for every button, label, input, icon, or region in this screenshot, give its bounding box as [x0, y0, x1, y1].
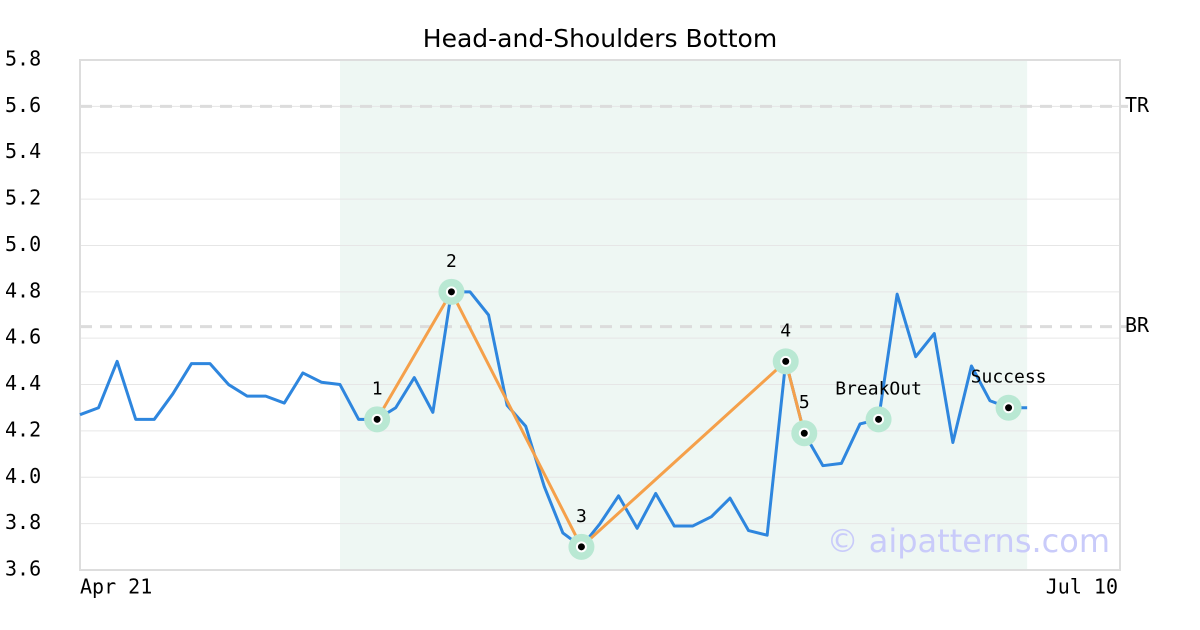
y-tick-label: 3.6 [5, 557, 41, 581]
y-tick-label: 5.2 [5, 186, 41, 210]
y-tick-label: 4.4 [5, 371, 41, 395]
marker [873, 413, 885, 425]
x-tick-label: Jul 10 [1046, 575, 1118, 599]
chart-title: Head-and-Shoulders Bottom [423, 24, 777, 53]
marker [575, 541, 587, 553]
level-label: TR [1125, 93, 1150, 117]
y-tick-label: 5.6 [5, 93, 41, 117]
y-tick-label: 5.4 [5, 139, 41, 163]
marker [1003, 402, 1015, 414]
marker-label: 1 [372, 378, 383, 399]
watermark: © aipatterns.com [827, 522, 1110, 560]
y-tick-label: 4.6 [5, 325, 41, 349]
x-tick-label: Apr 21 [80, 575, 152, 599]
marker [780, 355, 792, 367]
pattern-region [340, 60, 1028, 570]
marker-label: Success [971, 367, 1047, 388]
marker-label: 5 [799, 392, 810, 413]
plot-frame [79, 59, 1121, 571]
marker-label: 4 [780, 320, 791, 341]
marker-label: 3 [576, 506, 587, 527]
y-tick-label: 5.0 [5, 232, 41, 256]
marker [445, 286, 457, 298]
level-label: BR [1125, 313, 1150, 337]
marker [798, 427, 810, 439]
y-tick-label: 4.2 [5, 417, 41, 441]
y-tick-label: 4.8 [5, 278, 41, 302]
marker [371, 413, 383, 425]
marker-label: 2 [446, 251, 457, 272]
y-tick-label: 5.8 [5, 47, 41, 71]
y-tick-label: 3.8 [5, 510, 41, 534]
marker-label: BreakOut [835, 378, 922, 399]
y-tick-label: 4.0 [5, 464, 41, 488]
